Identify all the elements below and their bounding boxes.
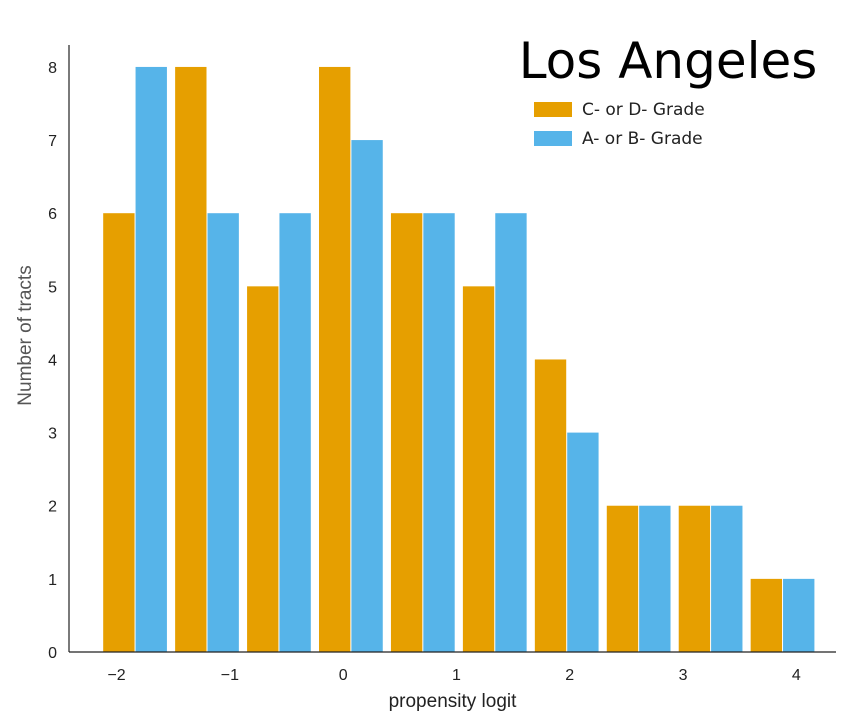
x-tick-label: −1: [221, 667, 239, 684]
bar-ab-7: [639, 505, 671, 652]
y-tick-label: 5: [48, 279, 57, 296]
y-tick-label: 2: [48, 499, 57, 516]
chart-title: Los Angeles: [519, 32, 818, 90]
bar-ab-3: [351, 140, 383, 652]
bar-cd-5: [462, 286, 495, 652]
bar-ab-6: [567, 432, 599, 652]
y-tick-label: 8: [48, 60, 57, 77]
y-tick-label: 7: [48, 133, 57, 150]
bar-cd-3: [319, 66, 351, 652]
x-tick-labels: −2 −1 0 1 2 3 4: [107, 667, 800, 684]
bar-ab-1: [207, 213, 239, 652]
bar-cd-4: [390, 213, 423, 652]
x-axis-title: propensity logit: [389, 691, 518, 712]
legend: C- or D- Grade A- or B- Grade: [534, 100, 705, 149]
x-tick-label: 2: [565, 667, 574, 684]
bar-cd-2: [247, 286, 279, 652]
x-tick-label: 1: [452, 667, 461, 684]
bar-cd-0: [103, 213, 135, 652]
bar-ab-4: [423, 213, 455, 652]
bar-cd-9: [750, 578, 783, 652]
y-tick-label: 1: [48, 572, 57, 589]
bar-cd-7: [606, 505, 639, 652]
legend-label: A- or B- Grade: [582, 129, 703, 149]
x-tick-label: −2: [107, 667, 125, 684]
y-tick-label: 4: [48, 352, 57, 369]
bar-ab-9: [783, 578, 815, 652]
bar-ab-8: [711, 505, 743, 652]
y-tick-label: 0: [48, 645, 57, 662]
y-tick-label: 6: [48, 206, 57, 223]
bar-cd-1: [175, 66, 207, 652]
bar-ab-0: [135, 66, 167, 652]
bar-ab-5: [495, 213, 527, 652]
y-axis-title: Number of tracts: [15, 265, 36, 405]
y-tick-labels: 0 1 2 3 4 5 6 7 8: [48, 60, 57, 662]
bar-cd-8: [678, 505, 711, 652]
x-tick-label: 0: [339, 667, 348, 684]
legend-swatch: [534, 131, 572, 146]
bar-cd-6: [534, 359, 567, 652]
x-tick-label: 3: [679, 667, 688, 684]
legend-label: C- or D- Grade: [582, 100, 705, 120]
bars-group: [103, 66, 815, 652]
legend-swatch: [534, 102, 572, 117]
y-tick-label: 3: [48, 426, 57, 443]
bar-ab-2: [279, 213, 311, 652]
x-tick-label: 4: [792, 667, 801, 684]
